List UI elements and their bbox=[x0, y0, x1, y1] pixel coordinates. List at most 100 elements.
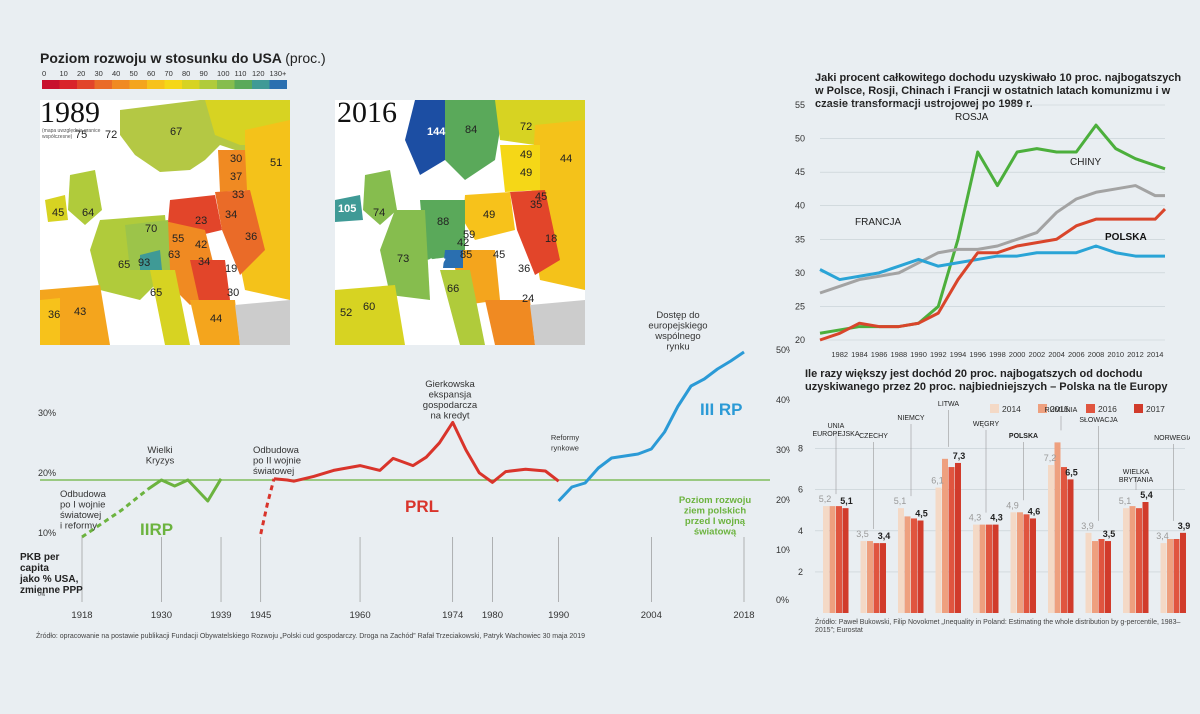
category-label: RUMUNIA bbox=[1045, 407, 1078, 414]
legend-label: 2014 bbox=[1002, 404, 1021, 414]
map-value-label: 33 bbox=[232, 189, 244, 201]
annotation-line: wspólnego bbox=[654, 331, 700, 342]
series-line-iii-rp bbox=[557, 350, 745, 503]
bar bbox=[935, 487, 942, 613]
map-value-label: 63 bbox=[168, 249, 180, 261]
y-tick-label: 55 bbox=[795, 100, 805, 110]
data-label-last: 4,5 bbox=[915, 509, 928, 519]
legend-tick: 70 bbox=[165, 69, 173, 78]
legend-tick: 80 bbox=[182, 69, 190, 78]
map-value-label: 49 bbox=[520, 167, 532, 179]
x-tick-label: 1984 bbox=[851, 350, 868, 359]
map-value-label: 36 bbox=[518, 263, 530, 275]
map-value-label: 51 bbox=[270, 157, 282, 169]
y-tick-label: 30 bbox=[795, 268, 805, 278]
x-tick-label: 1982 bbox=[831, 350, 848, 359]
bar bbox=[1105, 541, 1111, 613]
legend-swatch bbox=[112, 80, 130, 89]
bar bbox=[1180, 532, 1186, 613]
legend-label: 2017 bbox=[1146, 404, 1165, 414]
x-tick-label: 1990 bbox=[910, 350, 927, 359]
bar bbox=[986, 524, 992, 613]
map-value-label: 44 bbox=[210, 313, 222, 325]
x-tick-label: 1988 bbox=[891, 350, 908, 359]
series-line-prl bbox=[273, 420, 560, 484]
legend-swatch bbox=[164, 80, 182, 89]
map-value-label: 30 bbox=[227, 287, 239, 299]
map-value-label: 72 bbox=[520, 121, 532, 133]
annotation: Wielki Kryzys bbox=[146, 445, 175, 467]
map-value-label: 42 bbox=[195, 239, 207, 251]
bar bbox=[1085, 532, 1092, 613]
period-label: IIRP bbox=[140, 520, 173, 539]
annotation-line: Reformy bbox=[551, 433, 580, 442]
map-value-label: 65 bbox=[118, 259, 130, 271]
category-label: CZECHY bbox=[859, 433, 888, 440]
bar bbox=[992, 524, 999, 613]
category-label: WĘGRY bbox=[973, 421, 1000, 428]
legend-tick: 90 bbox=[200, 69, 208, 78]
legend-swatch bbox=[129, 80, 147, 89]
legend-swatch bbox=[217, 80, 235, 89]
data-label-first: 5,1 bbox=[1119, 496, 1132, 506]
bar bbox=[904, 516, 911, 613]
annotation-line: Odbudowa bbox=[60, 489, 107, 500]
reference-label: Poziom rozwoju ziem polskich przed I wojną… bbox=[679, 495, 752, 538]
map-value-label: 67 bbox=[170, 126, 182, 138]
data-label-last: 4,6 bbox=[1028, 506, 1041, 516]
x-tick-label: 1996 bbox=[969, 350, 986, 359]
series-line-chiny bbox=[819, 184, 1165, 295]
y-tick-label: 8 bbox=[798, 444, 803, 454]
bar bbox=[942, 458, 948, 613]
data-label-first: 6,1 bbox=[931, 476, 944, 486]
map-value-label: 73 bbox=[397, 253, 409, 265]
bar bbox=[823, 506, 829, 613]
annotation: Dostęp do europejskiego wspólnego rynku bbox=[648, 310, 707, 353]
annotation-line: rynkowe bbox=[551, 444, 579, 453]
legend-tick: 20 bbox=[77, 69, 85, 78]
category-label: SŁOWACJA bbox=[1079, 417, 1118, 424]
data-label-first: 5,2 bbox=[819, 494, 832, 504]
legend-color-scale: 0 10 20 30 40 50 60 70 80 90 100 110 120 130+ bbox=[42, 69, 287, 89]
map-1989: 75 72 67 30 37 51 33 34 45 64 70 23 36 55 42 34 19 65 93 63… bbox=[40, 100, 290, 345]
map-value-label: 34 bbox=[198, 256, 210, 268]
annotation-line: Dostęp do bbox=[656, 310, 699, 321]
y-right-tick: 10% bbox=[776, 545, 790, 555]
series-dashed-iirp bbox=[81, 487, 150, 539]
legend-swatch bbox=[990, 404, 999, 413]
main-chart: 30% 20% 10% 0% 50% 40% 30% 20% 10% 0% 1918 1930 1939… bbox=[19, 310, 790, 621]
bar bbox=[1010, 512, 1017, 613]
legend-swatch bbox=[269, 80, 287, 89]
bar bbox=[842, 508, 849, 613]
bar bbox=[1167, 539, 1173, 613]
map-value-label: 55 bbox=[172, 233, 184, 245]
legend-swatch bbox=[59, 80, 77, 89]
category-label: WIELKA BRYTANIA bbox=[1119, 469, 1154, 484]
bar bbox=[1023, 514, 1030, 613]
legend-tick: 100 bbox=[217, 69, 230, 78]
bar bbox=[1123, 508, 1129, 613]
x-tick-label: 2004 bbox=[1048, 350, 1065, 359]
category-label: UNIA EUROPEJSKA bbox=[812, 423, 859, 438]
legend-tick: 60 bbox=[147, 69, 155, 78]
x-tick-label: 1980 bbox=[482, 610, 503, 621]
legend-swatch bbox=[1134, 404, 1143, 413]
legend-label: 2016 bbox=[1098, 404, 1117, 414]
data-label-first: 3,5 bbox=[856, 529, 869, 539]
map-2016-year: 2016 bbox=[337, 96, 397, 129]
legend-swatch bbox=[94, 80, 112, 89]
x-tick-label: 2002 bbox=[1029, 350, 1046, 359]
y-left-tick: 0% bbox=[38, 592, 46, 598]
x-tick-label: 1998 bbox=[989, 350, 1006, 359]
y-left-tick: 10% bbox=[38, 528, 56, 538]
legend-tick: 10 bbox=[60, 69, 68, 78]
map-value-label: 65 bbox=[150, 287, 162, 299]
map-value-label: 117 bbox=[428, 257, 446, 269]
legend-title: Poziom rozwoju w stosunku do USA (proc.) bbox=[40, 50, 326, 66]
bar bbox=[1136, 508, 1142, 613]
map-value-label: 88 bbox=[437, 216, 449, 228]
data-label-last: 3,5 bbox=[1103, 529, 1116, 539]
map-2016-panel: 144 84 72 49 44 49 45 105 74 88 49 35 59 42 18 73 117 85 4… bbox=[335, 100, 585, 345]
map-value-label: 42 bbox=[457, 237, 469, 249]
annotation-line: Odbudowa bbox=[253, 445, 300, 456]
